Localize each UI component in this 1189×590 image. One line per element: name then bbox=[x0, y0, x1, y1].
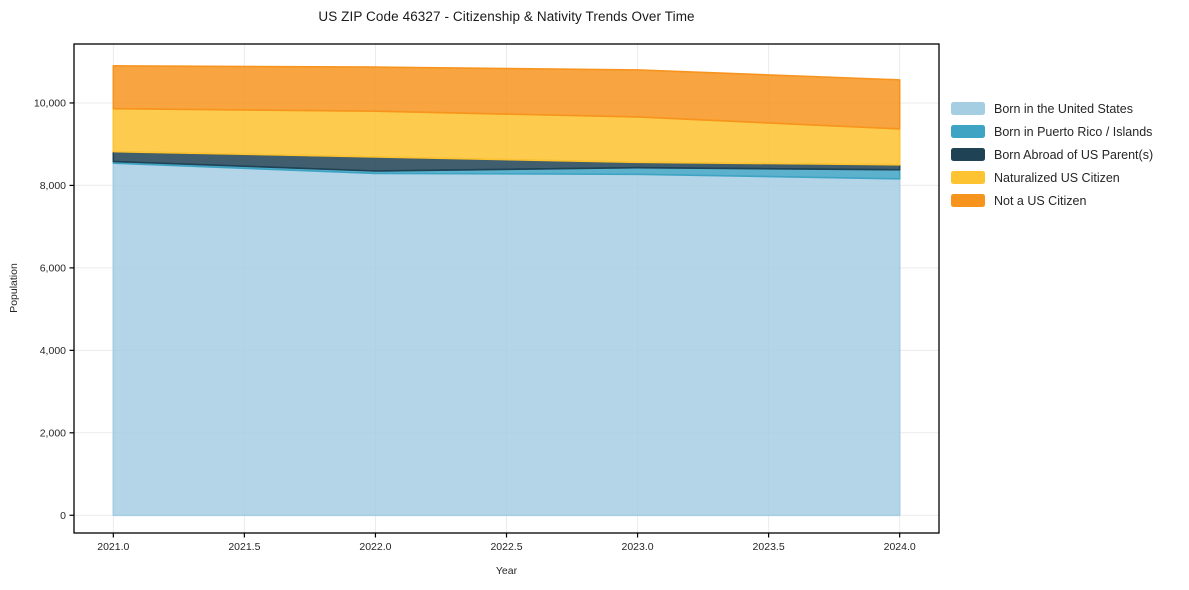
legend-item: Born in Puerto Rico / Islands bbox=[951, 120, 1153, 143]
legend-swatch-icon bbox=[951, 125, 985, 138]
legend-label: Born in Puerto Rico / Islands bbox=[994, 124, 1153, 139]
legend-item: Born Abroad of US Parent(s) bbox=[951, 143, 1153, 166]
y-tick-label: 0 bbox=[60, 510, 66, 522]
legend: Born in the United States Born in Puerto… bbox=[951, 97, 1153, 212]
legend-swatch-icon bbox=[951, 102, 985, 115]
chart-title: US ZIP Code 46327 - Citizenship & Nativi… bbox=[318, 9, 695, 24]
y-tick-label: 6,000 bbox=[40, 262, 66, 274]
y-tick-label: 2,000 bbox=[40, 427, 66, 439]
legend-swatch-icon bbox=[951, 148, 985, 161]
y-tick-label: 8,000 bbox=[40, 180, 66, 192]
legend-label: Naturalized US Citizen bbox=[994, 170, 1120, 185]
x-axis-label: Year bbox=[495, 565, 518, 577]
x-tick-label: 2024.0 bbox=[884, 541, 916, 553]
legend-item: Born in the United States bbox=[951, 97, 1153, 120]
legend-item: Not a US Citizen bbox=[951, 189, 1153, 212]
x-tick-label: 2021.0 bbox=[97, 541, 129, 553]
y-tick-label: 4,000 bbox=[40, 345, 66, 357]
legend-label: Born Abroad of US Parent(s) bbox=[994, 147, 1154, 162]
y-tick-label: 10,000 bbox=[34, 97, 66, 109]
x-tick-label: 2022.5 bbox=[490, 541, 522, 553]
legend-label: Not a US Citizen bbox=[994, 193, 1087, 208]
x-tick-label: 2021.5 bbox=[228, 541, 260, 553]
area-series bbox=[112, 65, 901, 130]
legend-item: Naturalized US Citizen bbox=[951, 166, 1153, 189]
area-series bbox=[112, 162, 901, 517]
legend-swatch-icon bbox=[951, 171, 985, 184]
legend-swatch-icon bbox=[951, 194, 985, 207]
y-axis-label: Population bbox=[8, 263, 20, 313]
x-tick-label: 2023.0 bbox=[621, 541, 653, 553]
x-tick-label: 2022.0 bbox=[359, 541, 391, 553]
x-tick-label: 2023.5 bbox=[753, 541, 785, 553]
legend-label: Born in the United States bbox=[994, 101, 1133, 116]
